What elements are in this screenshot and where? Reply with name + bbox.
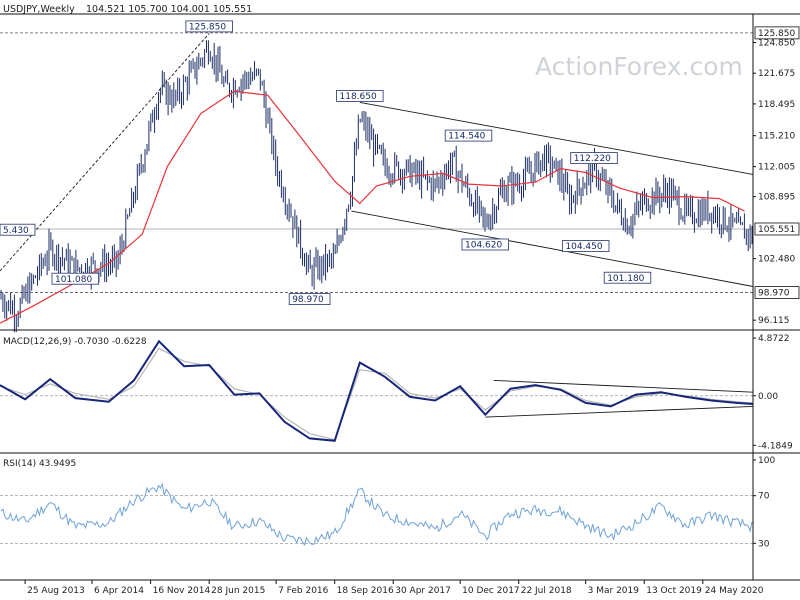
rsi-y-tick-label: 70: [758, 492, 770, 502]
price-annotation-label: 104.620: [465, 241, 502, 251]
price-trendline: [359, 101, 754, 175]
price-annotation-box: [562, 240, 610, 253]
level-box: [754, 26, 800, 40]
x-tick-label: 22 Jul 2018: [521, 586, 572, 596]
x-tick-label: 6 Apr 2014: [94, 586, 144, 596]
price-trendline: [351, 210, 754, 287]
price-y-tick-label: 102.480: [758, 255, 795, 265]
price-annotation-box: [185, 20, 233, 33]
macd-trendline: [493, 379, 754, 393]
level-box: [754, 286, 800, 299]
level-box-label: 98.970: [758, 289, 790, 299]
x-axis: 25 Aug 2013 6 Apr 2014 16 Nov 2014 28 Jun 2…: [24, 580, 764, 596]
x-tick-label: 10 Dec 2017: [462, 586, 519, 596]
x-tick-label: 16 Nov 2014: [153, 586, 211, 596]
macd-indicator-label: MACD(12,26,9) -0.7030 -0.6228: [3, 337, 147, 347]
rsi-line: [0, 482, 753, 547]
macd-y-tick-label: -4.1849: [758, 441, 793, 451]
x-tick-label: 3 Mar 2019: [588, 586, 640, 596]
macd-y-tick-label: 0.00: [758, 392, 778, 402]
x-tick-label: 7 Feb 2016: [278, 586, 329, 596]
price-y-tick-label: 96.115: [758, 316, 790, 326]
rsi-indicator-label: RSI(14) 43.9495: [3, 459, 76, 469]
level-box: [754, 222, 800, 236]
price-annotation-box: [570, 152, 618, 165]
chart-frame: [0, 13, 800, 581]
price-annotation-label: 98.970: [292, 295, 324, 305]
watermark-text: ActionForex.com: [535, 52, 743, 81]
price-annotation-box: [603, 271, 652, 284]
macd-signal-line: [0, 347, 754, 441]
price-y-tick-label: 115.210: [758, 132, 795, 142]
macd-panel: 4.8722 0.00 -4.1849: [0, 334, 793, 451]
chart-ohlc-readout: 104.521 105.700 104.001 105.551: [86, 4, 252, 15]
x-tick-label: 18 Sep 2016: [337, 586, 394, 596]
rsi-y-tick-label: 30: [758, 539, 770, 549]
price-annotation-label: 5.430: [3, 226, 29, 236]
price-annotation-box: [336, 90, 384, 102]
level-box-label: 105.551: [758, 225, 795, 235]
price-panel: 124.850 121.675 118.495 115.210 112.005 108.8…: [0, 20, 800, 333]
macd-main-line: [0, 339, 754, 442]
price-annotation-box: [51, 272, 99, 285]
price-y-tick-label: 124.850: [758, 39, 795, 49]
price-annotation-label: 101.180: [607, 274, 644, 284]
price-annotation-label: 118.650: [340, 92, 377, 102]
macd-y-tick-label: 4.8722: [758, 334, 790, 344]
price-y-tick-label: 118.495: [758, 100, 795, 110]
moving-average-line: [0, 90, 745, 324]
x-tick-label: 28 Jun 2015: [211, 586, 265, 596]
x-tick-label: 13 Oct 2019: [646, 586, 702, 596]
price-annotation-box: [444, 129, 493, 142]
price-annotation-label: 125.850: [189, 23, 226, 33]
price-annotation-box: [461, 238, 509, 251]
price-y-tick-label: 121.675: [758, 69, 795, 79]
x-tick-label: 25 Aug 2013: [27, 586, 85, 596]
rsi-y-tick-label: 100: [758, 456, 775, 466]
chart-symbol-title: USDJPY,Weekly: [3, 4, 75, 15]
price-annotation-label: 112.220: [574, 154, 611, 164]
price-annotation-box: [0, 223, 36, 236]
price-annotation-label: 114.540: [448, 132, 485, 142]
x-tick-label: 30 Apr 2017: [395, 586, 451, 596]
price-annotation-label: 101.080: [55, 275, 92, 285]
price-y-tick-label: 108.895: [758, 193, 795, 203]
price-annotation-label: 104.450: [565, 242, 602, 252]
price-y-tick-label: 112.005: [758, 163, 795, 173]
level-box-label: 125.850: [758, 29, 795, 39]
macd-trendline: [485, 405, 754, 418]
rsi-panel: 100 70 30: [0, 456, 775, 549]
price-annotation-box: [288, 293, 331, 306]
x-tick-label: 24 May 2020: [705, 586, 764, 596]
